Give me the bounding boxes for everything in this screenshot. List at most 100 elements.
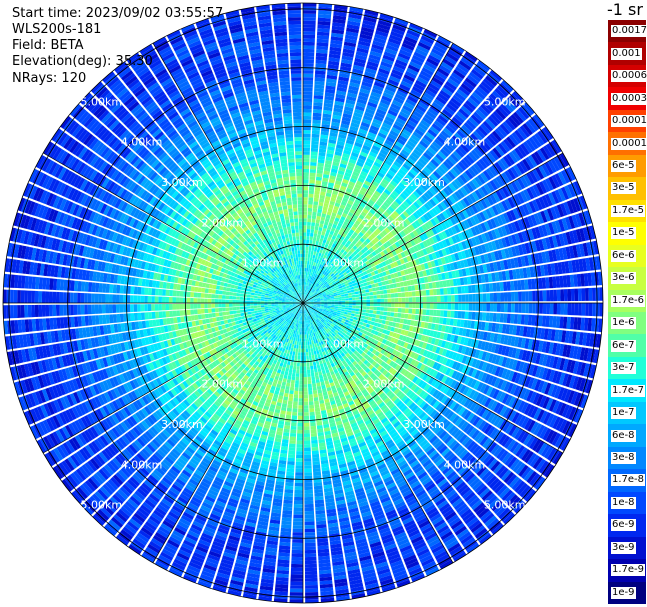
ppi-cell <box>352 171 360 177</box>
ppi-cell <box>405 98 417 107</box>
ppi-cell <box>359 151 368 158</box>
ppi-cell <box>387 109 398 117</box>
ppi-cell <box>319 268 323 273</box>
ppi-cell <box>355 54 367 61</box>
ppi-cell <box>320 283 324 287</box>
ppi-cell <box>362 19 376 27</box>
ppi-cell <box>376 290 381 295</box>
ppi-cell <box>371 145 381 152</box>
ppi-cell <box>402 200 410 208</box>
ppi-cell <box>357 192 364 199</box>
ppi-cell <box>315 274 319 279</box>
ppi-cell <box>394 120 405 128</box>
ppi-cell <box>361 81 373 88</box>
ppi-cell <box>373 203 380 210</box>
ppi-cell <box>333 240 338 245</box>
ppi-cell <box>387 298 392 303</box>
ppi-cell <box>304 281 307 286</box>
ppi-cell <box>315 176 322 181</box>
ppi-cell <box>404 286 409 292</box>
ppi-cell <box>382 92 394 100</box>
ppi-cell <box>408 297 413 303</box>
ppi-cell <box>384 47 398 56</box>
ppi-cell <box>328 178 335 184</box>
ppi-cell <box>560 289 565 302</box>
ppi-cell <box>391 163 400 171</box>
ppi-cell <box>313 291 317 294</box>
ppi-cell <box>367 284 372 289</box>
ppi-cell <box>407 171 416 179</box>
ppi-cell <box>456 129 467 140</box>
ppi-cell <box>347 232 353 237</box>
ppi-cell <box>362 306 367 310</box>
ppi-cell <box>303 112 312 117</box>
ppi-cell <box>330 246 335 251</box>
ppi-cell <box>592 287 596 301</box>
ppi-cell <box>513 314 518 324</box>
ppi-cell <box>337 170 345 176</box>
ppi-cell <box>325 278 330 282</box>
ppi-cell <box>490 113 501 125</box>
ppi-cell <box>457 311 462 319</box>
ppi-cell <box>327 245 332 250</box>
ppi-cell <box>325 240 330 245</box>
ppi-cell <box>329 258 334 263</box>
ppi-cell <box>382 122 392 130</box>
ppi-cell <box>307 369 311 374</box>
ppi-cell <box>422 303 427 309</box>
ppi-cell <box>331 212 337 218</box>
ppi-cell <box>314 274 318 278</box>
ppi-cell <box>394 307 399 313</box>
ppi-cell <box>553 303 558 315</box>
ppi-cell <box>360 228 367 235</box>
ppi-cell <box>306 359 310 363</box>
ppi-cell <box>329 132 338 137</box>
ppi-cell <box>464 285 469 294</box>
ppi-cell <box>308 279 311 283</box>
ppi-cell <box>345 234 351 240</box>
ppi-cell <box>311 289 315 293</box>
ppi-cell <box>450 153 460 163</box>
ppi-cell <box>426 110 437 120</box>
ppi-cell <box>314 187 321 192</box>
ppi-cell <box>303 243 306 247</box>
ppi-cell <box>500 103 512 115</box>
ppi-cell <box>359 237 365 243</box>
ppi-cell <box>375 286 380 291</box>
ppi-cell <box>315 278 319 283</box>
ppi-cell <box>373 299 378 303</box>
ppi-cell <box>303 281 306 286</box>
ppi-cell <box>327 305 332 308</box>
ppi-cell <box>369 50 382 58</box>
ppi-cell <box>320 265 324 270</box>
ppi-cell <box>348 13 362 20</box>
ppi-cell <box>322 250 326 255</box>
ppi-cell <box>595 287 600 301</box>
ppi-cell <box>309 344 313 349</box>
ppi-cell <box>303 175 309 180</box>
ppi-cell <box>311 130 320 135</box>
ppi-cell <box>333 252 338 258</box>
ppi-cell <box>334 4 348 10</box>
ppi-cell <box>306 289 309 294</box>
ppi-cell <box>348 196 356 202</box>
ppi-cell <box>317 230 322 235</box>
ppi-cell <box>499 82 512 95</box>
ppi-cell <box>482 293 487 302</box>
ppi-cell <box>313 273 316 278</box>
ppi-cell <box>317 280 321 284</box>
ppi-cell <box>330 227 336 232</box>
ppi-cell <box>337 137 346 143</box>
ppi-cell <box>442 127 453 137</box>
ppi-cell <box>314 372 319 377</box>
ppi-cell <box>430 158 440 168</box>
ppi-cell <box>397 287 402 293</box>
ppi-cell <box>306 243 309 247</box>
ppi-cell <box>430 79 442 89</box>
ppi-cell <box>311 268 314 273</box>
ppi-cell <box>368 199 375 206</box>
ppi-cell <box>310 147 319 152</box>
ppi-cell <box>351 118 361 125</box>
ppi-cell <box>315 270 319 275</box>
ppi-cell <box>372 40 386 48</box>
